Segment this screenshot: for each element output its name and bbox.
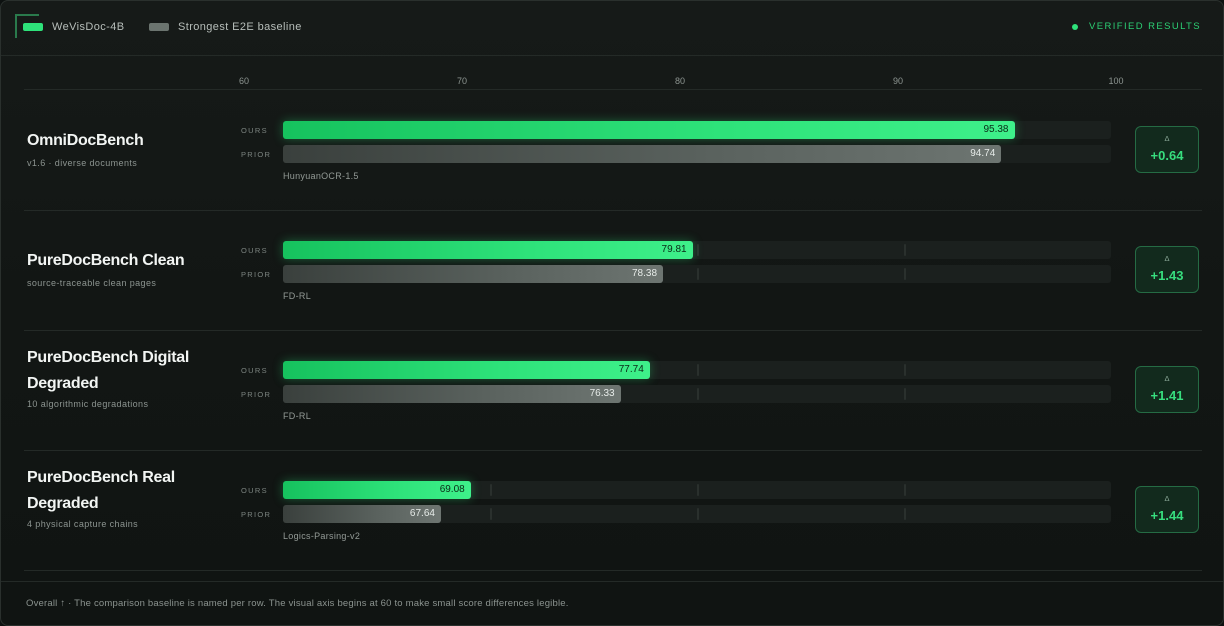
prior-bar-label: PRIOR [241,270,272,279]
gridline-mark [697,508,699,520]
gridline-mark [697,364,699,376]
x-tick-label: 90 [892,76,904,86]
ours-bar: 69.08 [283,481,471,499]
baseline-model-name: FD-RL [283,411,311,421]
ours-bar-label: OURS [241,246,268,255]
prior-bar-label: PRIOR [241,150,272,159]
gridline-mark [904,364,906,376]
benchmark-name: OmniDocBench [27,132,144,149]
benchmark-name: PureDocBench Real Degraded [27,469,175,512]
bar-value-label: 95.38 [983,124,1009,135]
status-dot-icon [1072,23,1079,30]
delta-badge: Δ +1.41 [1135,366,1199,413]
gridline-mark [904,268,906,280]
gridline-mark [697,268,699,280]
verified-badge: VERIFIED RESULTS [1072,21,1201,32]
footer-note: Overall ↑ · The comparison baseline is n… [26,598,569,609]
benchmark-subtitle: source-traceable clean pages [27,278,157,288]
gridline-mark [490,484,492,496]
bar-track: 69.08 [283,481,1111,499]
bar-value-label: 79.81 [661,244,687,255]
gridline-mark [697,244,699,256]
delta-badge: Δ +1.43 [1135,246,1199,293]
x-tick-label: 70 [456,76,468,86]
delta-icon: Δ [1164,254,1170,263]
delta-value: +1.43 [1150,268,1184,283]
bar-track: 77.74 [283,361,1111,379]
gridline-mark [904,388,906,400]
ours-bar: 77.74 [283,361,650,379]
gridline-mark [697,484,699,496]
gridline-mark [904,244,906,256]
ours-bar: 79.81 [283,241,693,259]
prior-bar: 78.38 [283,265,664,283]
delta-value: +1.44 [1150,508,1184,523]
benchmark-subtitle: v1.6 · diverse documents [27,158,138,168]
bar-track: 95.38 [283,121,1111,139]
x-tick-label: 80 [674,76,686,86]
benchmark-row: PureDocBench Clean source-traceable clean… [24,210,1202,331]
gridline-mark [697,388,699,400]
prior-bar-label: PRIOR [241,510,272,519]
x-tick-label: 60 [238,76,250,86]
bar-track: 79.81 [283,241,1111,259]
footer: Overall ↑ · The comparison baseline is n… [1,581,1223,625]
baseline-model-name: Logics-Parsing-v2 [283,531,361,541]
legend-ours: WeVisDoc-4B [23,21,124,33]
verified-label: VERIFIED RESULTS [1089,21,1201,32]
ours-bar-label: OURS [241,366,268,375]
benchmark-name: PureDocBench Clean [27,252,185,269]
bar-value-label: 78.38 [631,268,658,279]
bar-value-label: 77.74 [618,364,644,375]
baseline-model-name: FD-RL [283,291,311,301]
bar-value-label: 69.08 [439,484,465,495]
ours-swatch [23,23,43,31]
legend-ours-label: WeVisDoc-4B [52,21,125,33]
gridline-mark [904,508,906,520]
bar-value-label: 94.74 [970,148,996,159]
bar-track: 78.38 [283,265,1111,283]
benchmark-subtitle: 4 physical capture chains [27,519,139,529]
legend-prior: Strongest E2E baseline [149,21,302,33]
ours-bar-label: OURS [241,126,268,135]
bar-track: 94.74 [283,145,1111,163]
bar-track: 67.64 [283,505,1111,523]
benchmark-row: PureDocBench Real Degraded 4 physical cap… [24,450,1202,571]
delta-icon: Δ [1164,134,1170,143]
benchmark-row: OmniDocBench v1.6 · diverse documents OURS… [24,90,1202,211]
bar-value-label: 76.33 [589,388,615,399]
ours-bar-label: OURS [241,486,268,495]
x-tick-label: 100 [1108,76,1124,86]
gridline-mark [904,484,906,496]
benchmark-row: PureDocBench Digital Degraded 10 algorith… [24,330,1202,451]
axis-line [24,89,1202,90]
delta-value: +1.41 [1150,388,1184,403]
baseline-model-name: HunyuanOCR-1.5 [283,171,359,181]
benchmark-subtitle: 10 algorithmic degradations [27,399,149,409]
corner-bracket [15,14,39,38]
benchmark-name: PureDocBench Digital Degraded [27,349,190,392]
delta-value: +0.64 [1150,148,1184,163]
prior-swatch [149,23,169,31]
delta-badge: Δ +1.44 [1135,486,1199,533]
prior-bar: 67.64 [283,505,441,523]
prior-bar: 94.74 [283,145,1002,163]
delta-icon: Δ [1164,374,1170,383]
legend-header: WeVisDoc-4B Strongest E2E baseline VERIF… [1,1,1223,56]
ours-bar: 95.38 [283,121,1015,139]
gridline-mark [490,508,492,520]
legend-prior-label: Strongest E2E baseline [178,21,302,33]
delta-icon: Δ [1164,494,1170,503]
bar-track: 76.33 [283,385,1111,403]
delta-badge: Δ +0.64 [1135,126,1199,173]
prior-bar: 76.33 [283,385,621,403]
bar-value-label: 67.64 [409,508,435,519]
prior-bar-label: PRIOR [241,390,272,399]
